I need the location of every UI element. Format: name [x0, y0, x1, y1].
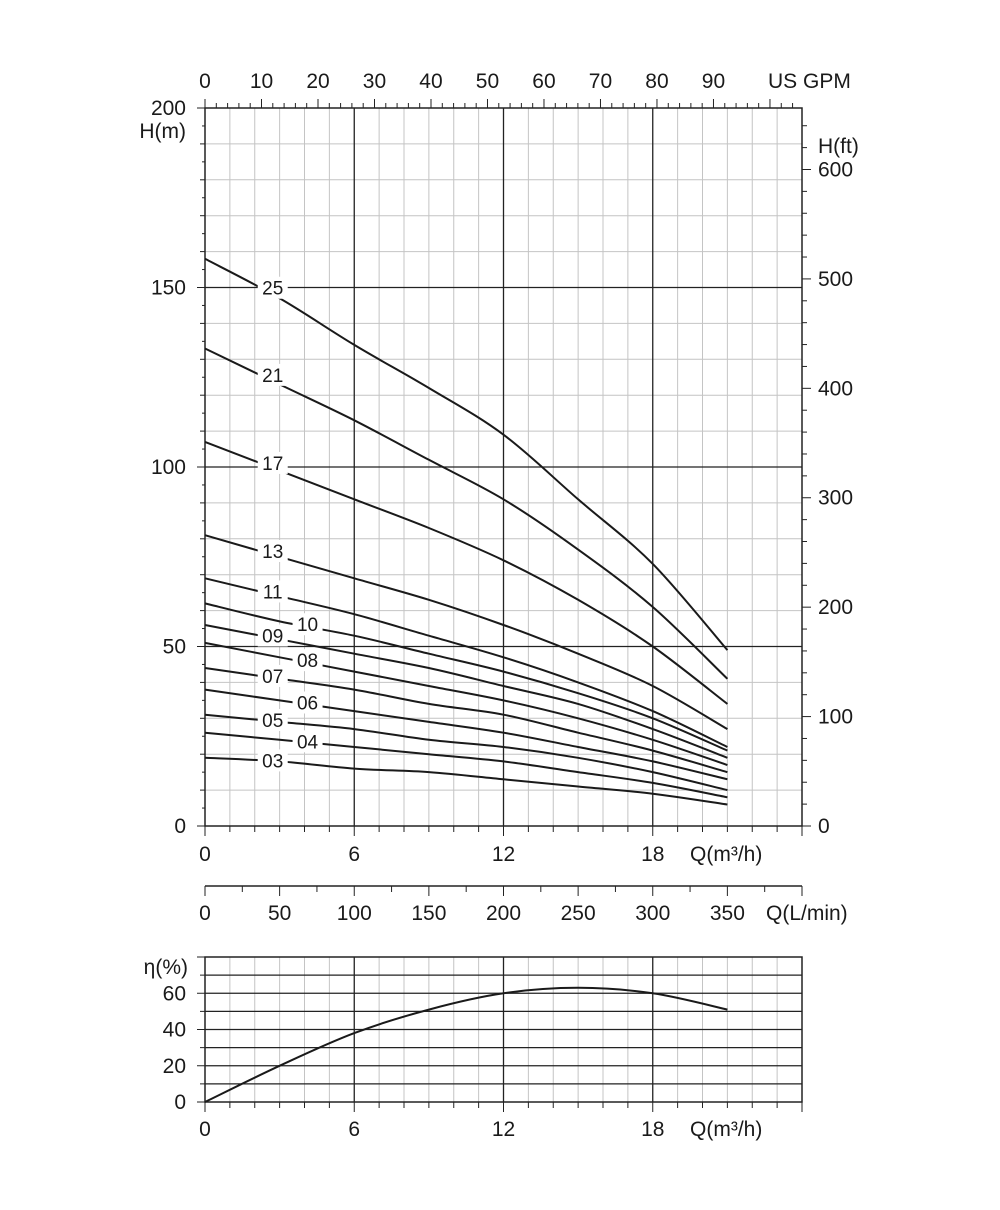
right-tick-label: 300	[818, 487, 853, 510]
top-tick-label: 60	[532, 70, 555, 93]
top-tick-label: 0	[199, 70, 211, 93]
head-curve-11	[204, 577, 728, 748]
top-tick-label: 70	[589, 70, 612, 93]
curve-label-09: 09	[262, 626, 283, 647]
curve-label-bg	[257, 749, 288, 772]
y-tick-label: 100	[151, 456, 186, 479]
curve-label-03: 03	[262, 751, 283, 772]
head-curve-21	[204, 347, 729, 680]
curve-label-bg	[292, 691, 323, 714]
curve-label-25: 25	[262, 279, 283, 300]
eff-x-tick-label: 12	[492, 1118, 515, 1141]
efficiency-curve	[204, 986, 728, 1103]
eff-x-tick-label: 0	[199, 1118, 211, 1141]
top-tick-label: 20	[306, 70, 329, 93]
curve-label-06: 06	[297, 694, 318, 715]
eff-x-tick-label: 18	[641, 1118, 664, 1141]
top-tick-label: 50	[476, 70, 499, 93]
lmin-tick-label: 250	[561, 902, 596, 925]
eff-y-tick-label: 40	[163, 1019, 186, 1042]
y-tick-label: 150	[151, 277, 186, 300]
x-tick-label: 6	[348, 843, 360, 866]
right-axis-label: H(ft)	[818, 135, 859, 158]
curve-label-bg	[257, 664, 288, 687]
lmin-tick-label: 50	[268, 902, 291, 925]
curve-label-05: 05	[262, 711, 283, 732]
x-axis-label: Q(m³/h)	[690, 843, 762, 866]
eff-y-tick-label: 0	[174, 1091, 186, 1114]
y-axis-label: H(m)	[139, 120, 186, 143]
lmin-tick-label: 350	[710, 902, 745, 925]
x-tick-label: 18	[641, 843, 664, 866]
curve-label-bg	[257, 580, 288, 603]
head-curve-06	[204, 688, 728, 781]
curve-label-04: 04	[297, 732, 319, 753]
curve-label-21: 21	[262, 366, 283, 387]
flow-lmin-axis: 0 50 100 150 200 250 300 350 Q(L/min)	[199, 885, 848, 925]
curve-label-bg	[257, 624, 288, 647]
top-tick-label: 80	[645, 70, 668, 93]
top-tick-label: 10	[250, 70, 273, 93]
efficiency-chart: 0 20 40 60 η(%) 0 6 12 18 Q(m³/h)	[144, 956, 803, 1141]
head-curve-08	[204, 641, 728, 766]
lmin-tick-label: 200	[486, 902, 521, 925]
eff-x-axis-label: Q(m³/h)	[690, 1118, 762, 1141]
curve-label-bg	[257, 451, 288, 474]
right-tick-label: 200	[818, 596, 853, 619]
curve-label-17: 17	[262, 454, 283, 475]
curve-label-08: 08	[297, 651, 318, 672]
curve-label-bg	[257, 276, 288, 299]
y-tick-label: 50	[163, 636, 186, 659]
eff-y-tick-label: 20	[163, 1055, 186, 1078]
curve-label-bg	[257, 540, 288, 563]
curve-label-bg	[292, 730, 323, 753]
head-curve-13	[204, 534, 728, 730]
curve-label-bg	[257, 708, 288, 731]
right-tick-label: 400	[818, 377, 853, 400]
curve-label-07: 07	[262, 667, 283, 688]
head-curve-04	[204, 731, 728, 799]
curve-label-10: 10	[297, 615, 318, 636]
y-tick-label: 0	[174, 815, 186, 838]
lmin-axis-label: Q(L/min)	[766, 902, 848, 925]
curve-label-bg	[292, 649, 323, 672]
right-tick-label: 100	[818, 706, 853, 729]
curve-label-11: 11	[263, 582, 283, 603]
top-axis-label: US GPM	[768, 70, 851, 93]
y-tick-label: 200	[151, 97, 186, 120]
lmin-tick-label: 150	[411, 902, 446, 925]
right-tick-label: 500	[818, 268, 853, 291]
top-tick-label: 30	[363, 70, 386, 93]
head-curve-17	[204, 440, 729, 705]
x-tick-label: 0	[199, 843, 211, 866]
lmin-tick-label: 100	[337, 902, 372, 925]
head-curve-10	[204, 602, 728, 752]
eff-y-tick-label: 60	[163, 982, 186, 1005]
right-tick-label: 0	[818, 815, 830, 838]
x-tick-label: 12	[492, 843, 515, 866]
eff-y-axis-label: η(%)	[144, 956, 188, 979]
lmin-tick-label: 300	[635, 902, 670, 925]
curve-label-13: 13	[262, 542, 283, 563]
eff-x-tick-label: 6	[348, 1118, 360, 1141]
right-tick-label: 600	[818, 158, 853, 181]
curve-label-bg	[257, 363, 288, 386]
top-tick-label: 90	[702, 70, 725, 93]
top-tick-label: 40	[419, 70, 442, 93]
curve-label-bg	[292, 613, 323, 636]
head-curve-25	[204, 257, 729, 651]
lmin-tick-label: 0	[199, 902, 211, 925]
